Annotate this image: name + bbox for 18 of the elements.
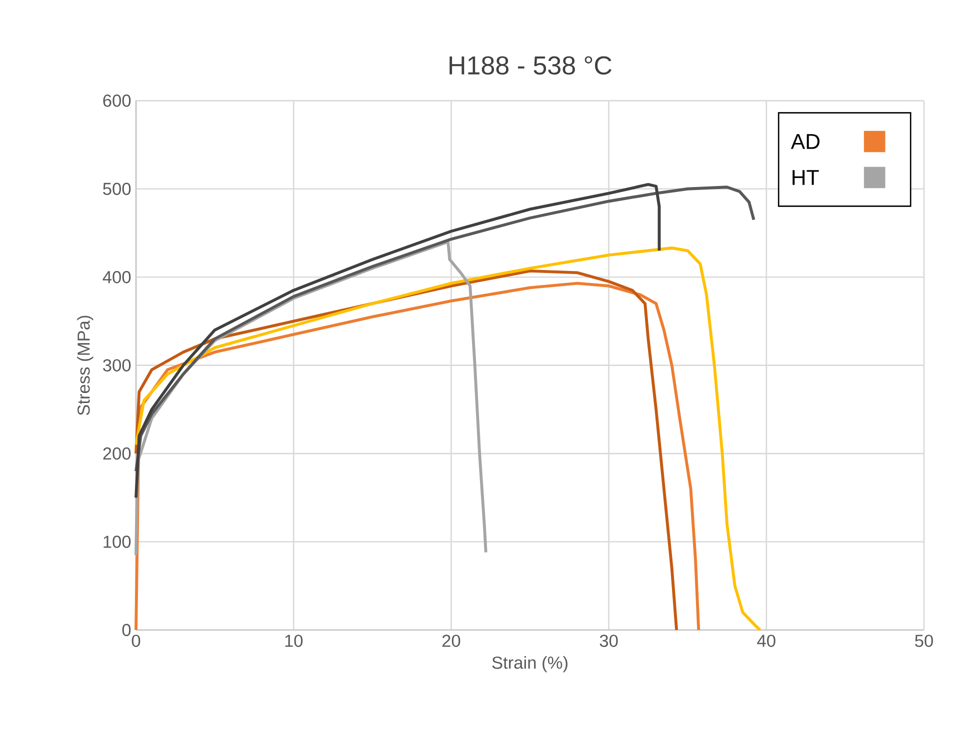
x-tick-label: 50 (915, 634, 933, 647)
legend-label: AD (790, 134, 820, 149)
y-tick-label: 0 (122, 624, 131, 636)
x-tick-label: 20 (442, 634, 460, 647)
x-tick-label: 30 (600, 634, 618, 647)
legend-label: HT (792, 170, 819, 185)
x-tick-label: 0 (132, 634, 140, 647)
y-tick-label: 400 (102, 270, 131, 284)
y-tick-label: 500 (103, 182, 131, 196)
y-tick-label: 100 (104, 536, 131, 548)
y-tick-label: 300 (103, 359, 131, 372)
chart-title: H188 - 538 °C (450, 56, 612, 75)
x-tick-label: 40 (757, 634, 776, 647)
x-tick-label: 10 (285, 634, 303, 647)
y-tick-label: 600 (103, 94, 131, 107)
x-axis-title: Strain (%) (492, 656, 568, 672)
y-axis-title: Stress (MPa) (77, 316, 94, 416)
y-tick-label: 200 (103, 447, 131, 460)
